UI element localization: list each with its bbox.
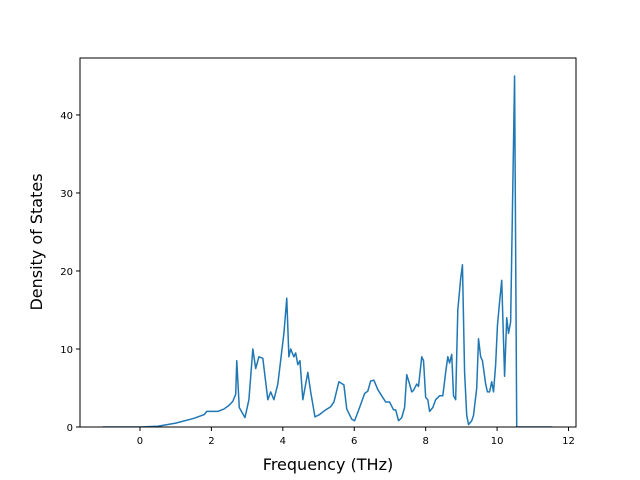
y-axis-label: Density of States	[27, 173, 46, 310]
y-tick-label: 40	[60, 111, 73, 122]
x-tick-label: 2	[208, 436, 214, 447]
x-tick-label: 12	[562, 436, 575, 447]
x-tick-label: 0	[137, 436, 143, 447]
x-tick-label: 4	[280, 436, 286, 447]
x-tick-label: 6	[351, 436, 357, 447]
y-tick-label: 20	[60, 267, 73, 278]
x-tick-label: 10	[491, 436, 504, 447]
line-series	[102, 75, 553, 427]
y-tick-label: 0	[67, 423, 73, 434]
y-tick-label: 10	[60, 345, 73, 356]
plot-frame	[79, 57, 577, 428]
x-axis-label: Frequency (THz)	[263, 455, 393, 474]
x-tick-label: 8	[422, 436, 428, 447]
y-tick-label: 30	[60, 189, 73, 200]
